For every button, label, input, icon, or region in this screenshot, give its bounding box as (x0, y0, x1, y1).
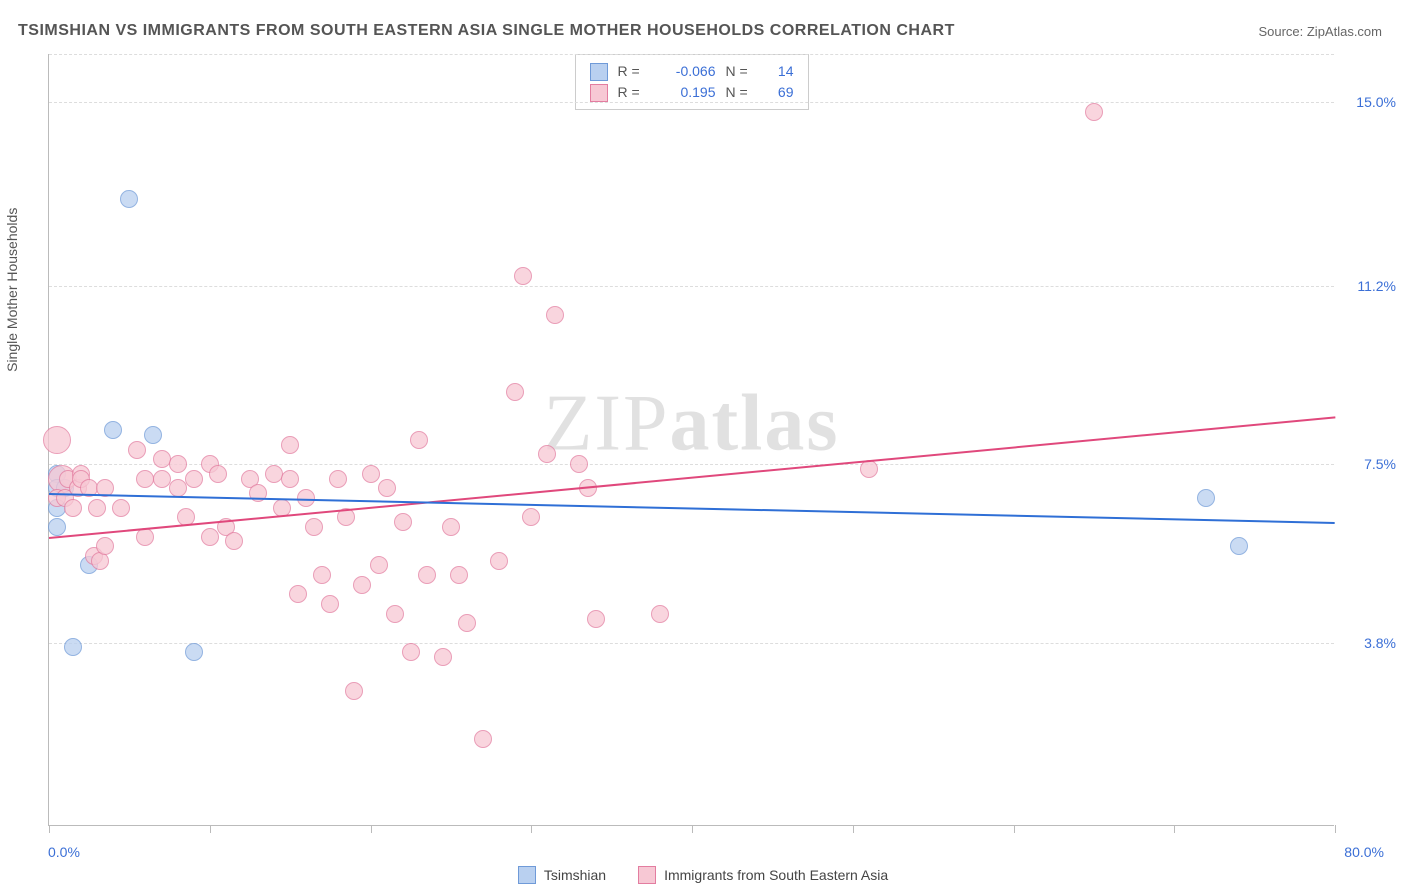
source-credit: Source: ZipAtlas.com (1258, 24, 1382, 39)
data-point (153, 470, 171, 488)
data-point (281, 436, 299, 454)
data-point (522, 508, 540, 526)
series-swatch (638, 866, 656, 884)
data-point (434, 648, 452, 666)
gridline (49, 102, 1334, 103)
data-point (185, 470, 203, 488)
data-point (570, 455, 588, 473)
stats-row: R =0.195N =69 (590, 82, 794, 103)
x-tick (371, 825, 372, 833)
x-tick (853, 825, 854, 833)
data-point (281, 470, 299, 488)
series-swatch (590, 63, 608, 81)
x-axis-max: 80.0% (1344, 844, 1384, 860)
y-axis-label: Single Mother Households (4, 208, 20, 372)
data-point (362, 465, 380, 483)
data-point (458, 614, 476, 632)
legend: Tsimshian Immigrants from South Eastern A… (0, 866, 1406, 884)
series-swatch (590, 84, 608, 102)
data-point (394, 513, 412, 531)
data-point (120, 190, 138, 208)
data-point (64, 638, 82, 656)
data-point (169, 479, 187, 497)
y-tick-label: 15.0% (1340, 94, 1396, 110)
data-point (1230, 537, 1248, 555)
data-point (48, 518, 66, 536)
data-point (514, 267, 532, 285)
x-tick (1335, 825, 1336, 833)
data-point (353, 576, 371, 594)
data-point (96, 537, 114, 555)
data-point (321, 595, 339, 613)
data-point (474, 730, 492, 748)
y-tick-label: 3.8% (1340, 635, 1396, 651)
data-point (64, 499, 82, 517)
data-point (402, 643, 420, 661)
gridline (49, 54, 1334, 55)
data-point (43, 426, 71, 454)
data-point (378, 479, 396, 497)
x-tick (210, 825, 211, 833)
correlation-chart: TSIMSHIAN VS IMMIGRANTS FROM SOUTH EASTE… (0, 0, 1406, 892)
plot-area: ZIPatlas R =-0.066N =14R =0.195N =69 3.8… (48, 54, 1334, 826)
legend-item: Immigrants from South Eastern Asia (638, 866, 888, 884)
data-point (410, 431, 428, 449)
data-point (185, 643, 203, 661)
data-point (104, 421, 122, 439)
y-tick-label: 7.5% (1340, 456, 1396, 472)
data-point (1085, 103, 1103, 121)
data-point (112, 499, 130, 517)
data-point (345, 682, 363, 700)
data-point (305, 518, 323, 536)
data-point (587, 610, 605, 628)
x-tick (531, 825, 532, 833)
data-point (88, 499, 106, 517)
watermark: ZIPatlas (544, 379, 840, 470)
x-tick (692, 825, 693, 833)
data-point (169, 455, 187, 473)
data-point (450, 566, 468, 584)
y-tick-label: 11.2% (1340, 278, 1396, 294)
data-point (201, 528, 219, 546)
data-point (370, 556, 388, 574)
data-point (209, 465, 227, 483)
x-tick (1174, 825, 1175, 833)
data-point (651, 605, 669, 623)
data-point (386, 605, 404, 623)
gridline (49, 464, 1334, 465)
legend-item: Tsimshian (518, 866, 606, 884)
data-point (1197, 489, 1215, 507)
data-point (144, 426, 162, 444)
data-point (329, 470, 347, 488)
data-point (418, 566, 436, 584)
data-point (289, 585, 307, 603)
stats-row: R =-0.066N =14 (590, 61, 794, 82)
x-tick (49, 825, 50, 833)
chart-title: TSIMSHIAN VS IMMIGRANTS FROM SOUTH EASTE… (18, 22, 955, 40)
gridline (49, 286, 1334, 287)
gridline (49, 643, 1334, 644)
data-point (313, 566, 331, 584)
x-tick (1014, 825, 1015, 833)
series-swatch (518, 866, 536, 884)
data-point (225, 532, 243, 550)
data-point (490, 552, 508, 570)
data-point (506, 383, 524, 401)
data-point (538, 445, 556, 463)
data-point (442, 518, 460, 536)
data-point (546, 306, 564, 324)
x-axis-min: 0.0% (48, 844, 80, 860)
data-point (128, 441, 146, 459)
